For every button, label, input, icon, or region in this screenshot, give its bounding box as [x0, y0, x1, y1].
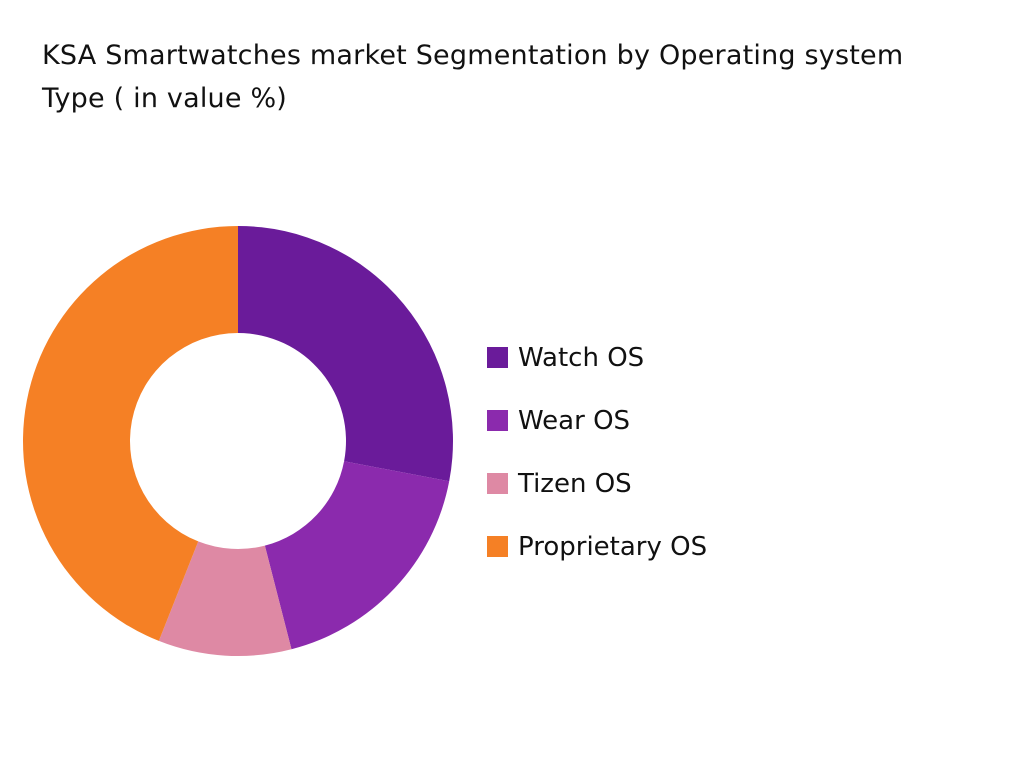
legend: Watch OS Wear OS Tizen OS Proprietary OS	[487, 326, 707, 578]
legend-item: Proprietary OS	[487, 515, 707, 578]
legend-label: Proprietary OS	[518, 531, 708, 562]
legend-swatch	[487, 410, 508, 431]
legend-item: Tizen OS	[487, 452, 707, 515]
legend-label: Tizen OS	[518, 468, 632, 499]
slice-wear-os	[264, 461, 450, 650]
legend-item: Wear OS	[487, 389, 707, 452]
legend-label: Wear OS	[518, 405, 631, 436]
chart-title: KSA Smartwatches market Segmentation by …	[42, 40, 904, 114]
legend-swatch	[487, 347, 508, 368]
slice-tizen-os	[158, 541, 292, 656]
slice-watch-os	[238, 226, 454, 482]
legend-item: Watch OS	[487, 326, 707, 389]
slice-proprietary-os	[23, 226, 239, 641]
legend-label: Watch OS	[518, 342, 645, 373]
legend-swatch	[487, 473, 508, 494]
legend-swatch	[487, 536, 508, 557]
